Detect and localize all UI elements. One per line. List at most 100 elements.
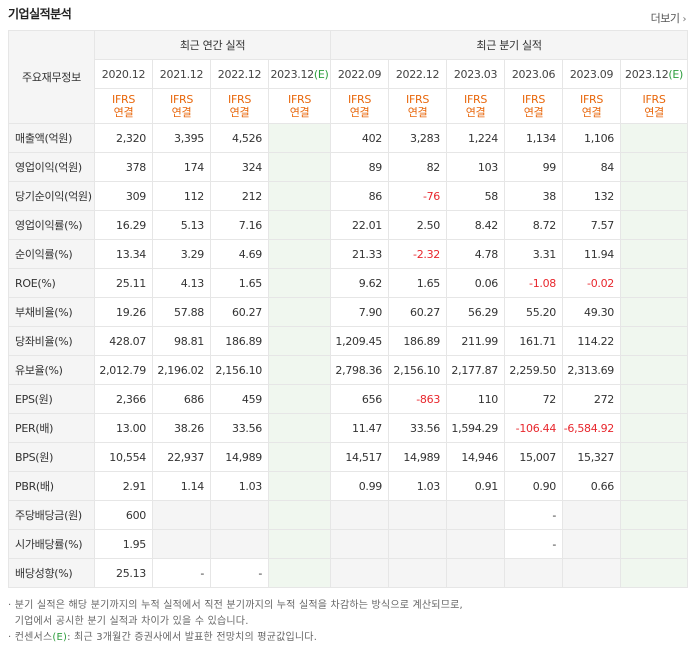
table-cell bbox=[620, 181, 689, 211]
table-cell bbox=[267, 413, 332, 443]
table-cell: 89 bbox=[330, 152, 390, 182]
table-cell bbox=[388, 529, 448, 559]
table-cell: 0.91 bbox=[446, 471, 506, 501]
table-cell bbox=[620, 384, 689, 414]
table-cell: 1,134 bbox=[504, 123, 564, 153]
table-row: 유보율(%) 2,012.79 2,196.02 2,156.10 2,798.36 2,… bbox=[8, 355, 689, 385]
table-cell: 99 bbox=[504, 152, 564, 182]
table-cell: 4.78 bbox=[446, 239, 506, 269]
table-cell: 0.99 bbox=[330, 471, 390, 501]
table-cell: 2,012.79 bbox=[94, 355, 153, 385]
table-cell bbox=[562, 558, 622, 588]
table-row: EPS(원) 2,366 686 459 656 -863 110 72 272 bbox=[8, 384, 689, 414]
table-cell bbox=[330, 529, 390, 559]
table-cell bbox=[446, 558, 506, 588]
table-cell: 14,989 bbox=[210, 442, 269, 472]
label-column-header: 주요재무정보 bbox=[8, 30, 95, 124]
table-cell bbox=[330, 558, 390, 588]
table-cell: 2,320 bbox=[94, 123, 153, 153]
table-cell bbox=[620, 355, 689, 385]
table-row: 주당배당금(원) 600 - bbox=[8, 500, 689, 530]
table-cell: 55.20 bbox=[504, 297, 564, 327]
table-row: 부채비율(%) 19.26 57.88 60.27 7.90 60.27 56.29 55.2… bbox=[8, 297, 689, 327]
more-link[interactable]: 더보기 › bbox=[651, 10, 687, 26]
table-cell: 13.34 bbox=[94, 239, 153, 269]
table-cell: 186.89 bbox=[210, 326, 269, 356]
basis-header: IFRS 연결 bbox=[330, 88, 390, 124]
table-cell: 378 bbox=[94, 152, 153, 182]
table-cell bbox=[620, 123, 689, 153]
table-cell bbox=[267, 152, 332, 182]
table-cell: 25.11 bbox=[94, 268, 153, 298]
table-cell: 2,313.69 bbox=[562, 355, 622, 385]
table-cell: 114.22 bbox=[562, 326, 622, 356]
basis-header: IFRS 연결 bbox=[446, 88, 506, 124]
table-cell: 14,517 bbox=[330, 442, 390, 472]
row-label: 당좌비율(%) bbox=[8, 326, 95, 356]
table-cell: -106.44 bbox=[504, 413, 564, 443]
table-cell: 112 bbox=[152, 181, 211, 211]
table-cell bbox=[620, 268, 689, 298]
footnote-2: 기업에서 공시한 분기 실적과 차이가 있을 수 있습니다. bbox=[8, 616, 249, 627]
table-row: 시가배당률(%) 1.95 - bbox=[8, 529, 689, 559]
table-cell: - bbox=[210, 558, 269, 588]
table-cell: 82 bbox=[388, 152, 448, 182]
row-label: 유보율(%) bbox=[8, 355, 95, 385]
table-cell bbox=[620, 297, 689, 327]
table-cell: 428.07 bbox=[94, 326, 153, 356]
table-cell: 686 bbox=[152, 384, 211, 414]
table-cell bbox=[267, 500, 332, 530]
row-label: 매출액(억원) bbox=[8, 123, 95, 153]
table-cell: 86 bbox=[330, 181, 390, 211]
table-cell: 2,177.87 bbox=[446, 355, 506, 385]
period-header: 2023.12(E) bbox=[267, 59, 332, 89]
basis-header: IFRS 연결 bbox=[94, 88, 153, 124]
table-cell: 98.81 bbox=[152, 326, 211, 356]
table-cell: 72 bbox=[504, 384, 564, 414]
table-cell: 1,224 bbox=[446, 123, 506, 153]
row-label: 배당성향(%) bbox=[8, 558, 95, 588]
table-cell bbox=[388, 500, 448, 530]
table-cell: 33.56 bbox=[210, 413, 269, 443]
table-cell: -6,584.92 bbox=[562, 413, 622, 443]
table-cell bbox=[330, 500, 390, 530]
table-cell bbox=[620, 471, 689, 501]
table-cell: 22.01 bbox=[330, 210, 390, 240]
table-cell bbox=[267, 558, 332, 588]
table-cell: 22,937 bbox=[152, 442, 211, 472]
table-cell bbox=[620, 326, 689, 356]
row-label: 영업이익(억원) bbox=[8, 152, 95, 182]
table-cell: 4.69 bbox=[210, 239, 269, 269]
footnote-1: · 분기 실적은 해당 분기까지의 누적 실적에서 직전 분기까지의 누적 실적… bbox=[8, 600, 463, 611]
table-cell bbox=[267, 384, 332, 414]
table-cell: 211.99 bbox=[446, 326, 506, 356]
table-cell: 1.65 bbox=[388, 268, 448, 298]
row-label: 순이익률(%) bbox=[8, 239, 95, 269]
table-cell bbox=[267, 181, 332, 211]
table-cell: 5.13 bbox=[152, 210, 211, 240]
table-cell: 21.33 bbox=[330, 239, 390, 269]
table-cell: 3,283 bbox=[388, 123, 448, 153]
basis-header: IFRS 연결 bbox=[388, 88, 448, 124]
table-cell: - bbox=[152, 558, 211, 588]
table-cell: 3.29 bbox=[152, 239, 211, 269]
table-cell: 56.29 bbox=[446, 297, 506, 327]
table-cell: 16.29 bbox=[94, 210, 153, 240]
table-cell: 110 bbox=[446, 384, 506, 414]
basis-header: IFRS 연결 bbox=[152, 88, 211, 124]
table-cell: 2,156.10 bbox=[388, 355, 448, 385]
table-cell bbox=[267, 268, 332, 298]
period-header: 2023.12(E) bbox=[620, 59, 689, 89]
table-cell: 272 bbox=[562, 384, 622, 414]
table-cell: 2,366 bbox=[94, 384, 153, 414]
table-cell: 60.27 bbox=[210, 297, 269, 327]
period-header: 2023.06 bbox=[504, 59, 564, 89]
table-cell: 49.30 bbox=[562, 297, 622, 327]
table-row: 순이익률(%) 13.34 3.29 4.69 21.33 -2.32 4.78 3.31 11… bbox=[8, 239, 689, 269]
table-cell: 8.42 bbox=[446, 210, 506, 240]
table-cell: -2.32 bbox=[388, 239, 448, 269]
table-cell: 58 bbox=[446, 181, 506, 211]
table-cell bbox=[152, 500, 211, 530]
table-cell: 161.71 bbox=[504, 326, 564, 356]
row-label: 주당배당금(원) bbox=[8, 500, 95, 530]
